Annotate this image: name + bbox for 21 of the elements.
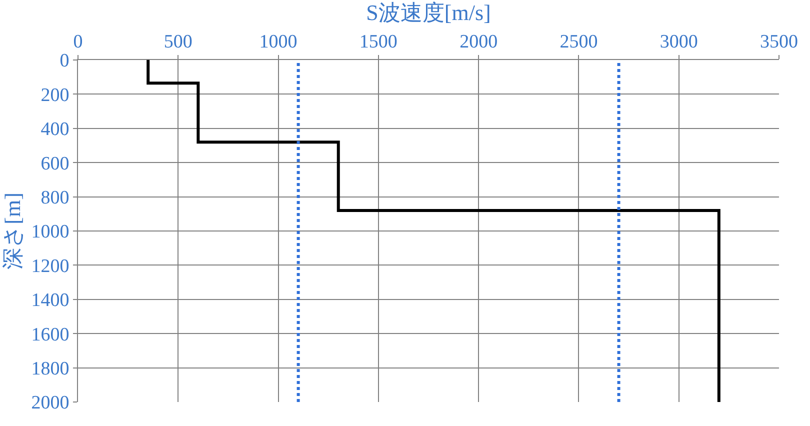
x-tick-label: 1000: [259, 31, 298, 52]
y-tick-label: 1200: [31, 256, 70, 277]
y-tick-label: 200: [40, 84, 70, 106]
x-tick-label: 500: [164, 31, 192, 52]
y-tick-label: 2000: [31, 392, 70, 414]
x-tick-label: 0: [73, 31, 83, 52]
x-tick-label: 3500: [760, 31, 798, 52]
y-tick-label: 1400: [31, 290, 70, 312]
y-tick-label: 600: [40, 153, 70, 174]
y-tick-label: 0: [60, 50, 70, 72]
y-tick-label: 1000: [31, 222, 70, 243]
y-tick-label: 400: [40, 119, 70, 140]
y-tick-label: 1800: [31, 358, 70, 380]
x-tick-label: 2000: [460, 31, 498, 52]
y-tick-label: 800: [40, 187, 70, 208]
y-tick-label: 1600: [31, 324, 70, 346]
x-tick-label: 2500: [560, 31, 598, 52]
y-axis-title: 深さ[m]: [0, 192, 25, 270]
x-axis-title: S波速度[m/s]: [366, 0, 491, 26]
x-tick-label: 1500: [359, 31, 398, 52]
x-tick-label: 3000: [660, 31, 698, 52]
